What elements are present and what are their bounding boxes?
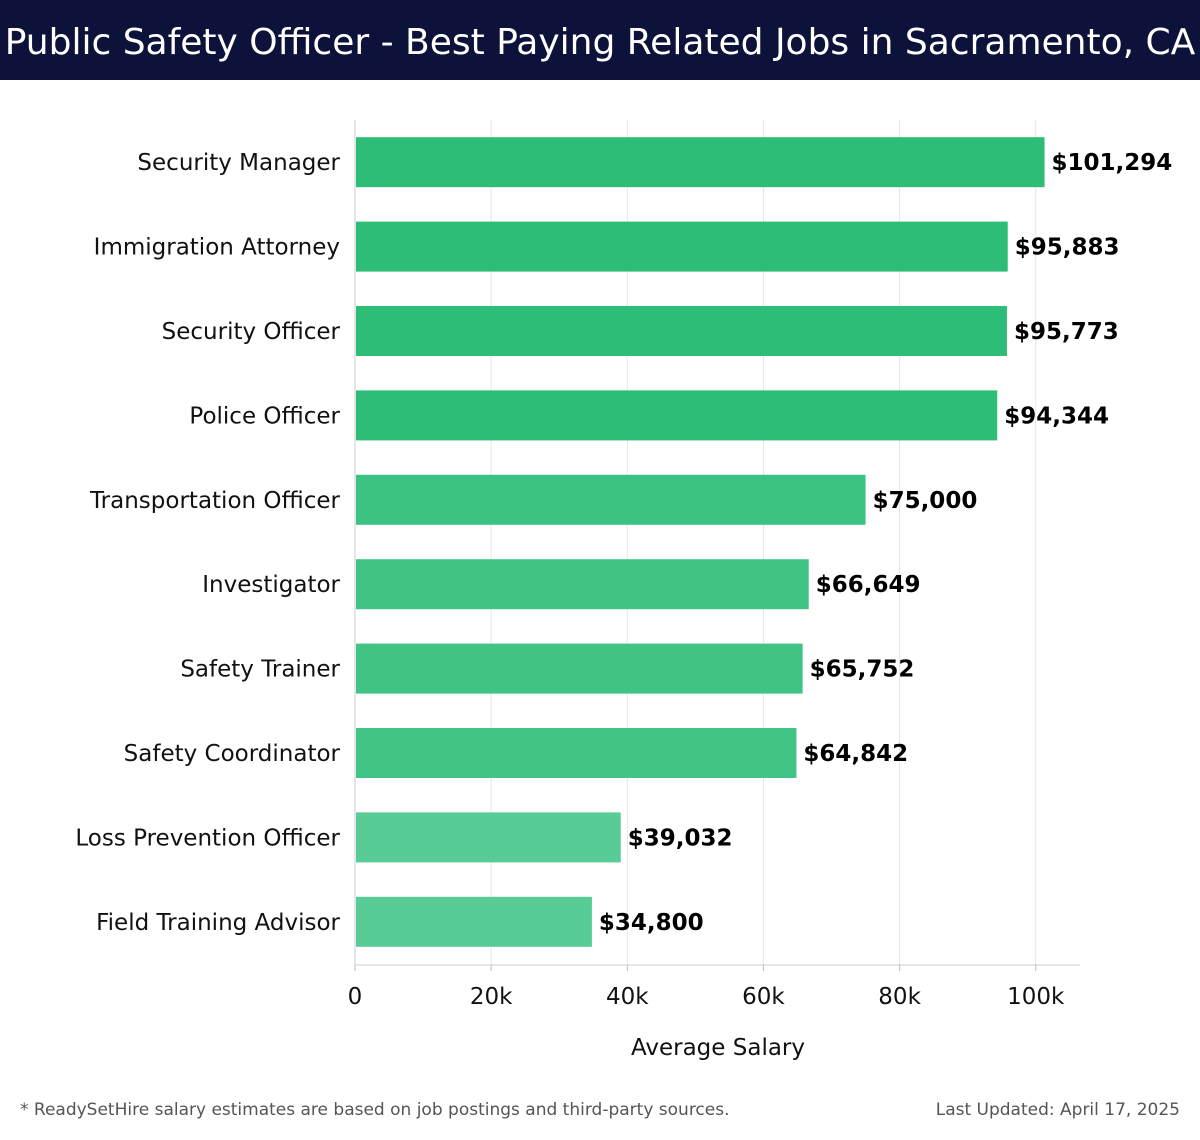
category-label-3: Police Officer xyxy=(189,403,340,429)
x-axis-title: Average Salary xyxy=(631,1035,805,1061)
x-tick-label-0: 0 xyxy=(348,984,363,1010)
page-title: Public Safety Officer - Best Paying Rela… xyxy=(4,22,1196,63)
x-tick-label-2: 40k xyxy=(606,984,649,1010)
axes: 0 20k 40k 60k 80k 100k Security Manager Immigra… xyxy=(75,120,1080,1010)
bar-1 xyxy=(356,221,1008,272)
category-label-5: Investigator xyxy=(202,572,340,598)
category-label-2: Security Officer xyxy=(162,319,341,345)
x-tick-label-5: 100k xyxy=(1007,984,1065,1010)
value-label-4: $75,000 xyxy=(873,488,978,514)
category-label-6: Safety Trainer xyxy=(180,657,340,683)
bar-4 xyxy=(356,474,866,525)
bar-5 xyxy=(356,559,809,610)
bar-3 xyxy=(356,390,998,441)
category-label-7: Safety Coordinator xyxy=(124,741,341,767)
x-tick-label-4: 80k xyxy=(878,984,921,1010)
bar-9 xyxy=(356,896,592,947)
last-updated: Last Updated: April 17, 2025 xyxy=(935,1100,1180,1120)
bar-7 xyxy=(356,728,797,778)
value-label-9: $34,800 xyxy=(599,910,704,936)
title-bar: Public Safety Officer - Best Paying Rela… xyxy=(0,0,1200,80)
value-label-5: $66,649 xyxy=(816,572,921,598)
value-label-7: $64,842 xyxy=(803,741,908,767)
category-label-1: Immigration Attorney xyxy=(94,235,340,261)
value-label-6: $65,752 xyxy=(810,657,915,683)
bar-0 xyxy=(356,137,1045,188)
x-tick-label-1: 20k xyxy=(470,984,513,1010)
x-tick-label-3: 60k xyxy=(742,984,785,1010)
value-label-0: $101,294 xyxy=(1052,150,1173,176)
value-label-1: $95,883 xyxy=(1015,235,1120,261)
value-label-8: $39,032 xyxy=(628,825,733,851)
footnote: * ReadySetHire salary estimates are base… xyxy=(20,1100,730,1120)
value-label-2: $95,773 xyxy=(1014,319,1119,345)
bars: $101,294 $95,883 $95,773 $94,344 $75,000 $66,… xyxy=(356,137,1172,947)
category-label-9: Field Training Advisor xyxy=(96,910,340,936)
salary-bar-chart: $101,294 $95,883 $95,773 $94,344 $75,000 $66,… xyxy=(75,120,1172,1061)
category-label-0: Security Manager xyxy=(137,150,340,176)
value-label-3: $94,344 xyxy=(1004,403,1109,429)
bar-6 xyxy=(356,643,803,694)
bar-2 xyxy=(356,306,1007,356)
category-label-8: Loss Prevention Officer xyxy=(75,825,340,851)
category-label-4: Transportation Officer xyxy=(89,488,341,514)
bar-8 xyxy=(356,812,621,863)
